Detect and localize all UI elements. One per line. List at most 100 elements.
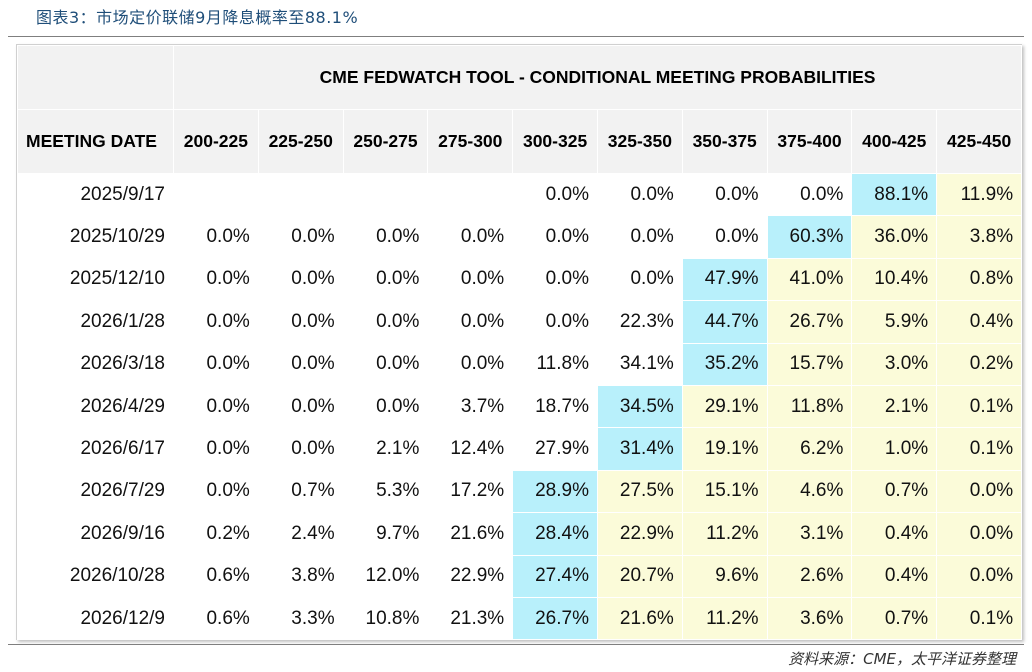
probability-cell: 0.0% <box>427 300 514 344</box>
probability-cell: 88.1% <box>851 172 938 217</box>
probability-cell: 34.5% <box>596 384 683 429</box>
probability-cell: 0.7% <box>851 596 938 641</box>
probability-cell: 0.0% <box>512 300 598 344</box>
probability-cell: 28.4% <box>512 512 598 556</box>
probability-cell: 0.0% <box>681 215 768 259</box>
probability-cell: 0.2% <box>936 342 1023 386</box>
column-header: 325-350 <box>596 109 683 174</box>
probability-cell: 0.0% <box>427 342 514 386</box>
probability-cell: 0.0% <box>173 342 259 386</box>
probability-cell: 3.1% <box>766 512 853 556</box>
probability-cell: 0.0% <box>257 257 344 302</box>
probability-cell: 0.0% <box>596 215 683 259</box>
probability-cell: 47.9% <box>681 257 768 302</box>
probability-cell: 0.7% <box>851 469 938 514</box>
probability-cell: 12.0% <box>342 554 429 598</box>
probability-cell: 10.8% <box>342 596 429 641</box>
probability-cell: 27.5% <box>596 469 683 514</box>
probability-cell: 3.3% <box>257 596 344 641</box>
probability-cell: 0.0% <box>342 215 429 259</box>
probability-cell: 9.6% <box>681 554 768 598</box>
table-row: 2026/6/17 0.0% 0.0% 2.1% 12.4% 27.9% 31.4% 19.1… <box>17 427 1023 471</box>
table-row: 2026/1/28 0.0% 0.0% 0.0% 0.0% 0.0% 22.3% 44.7% 2… <box>17 300 1023 344</box>
probability-cell: 0.0% <box>173 257 259 302</box>
probability-cell: 0.0% <box>936 512 1023 556</box>
probability-cell: 17.2% <box>427 469 514 514</box>
meeting-date-cell: 2025/12/10 <box>17 257 174 302</box>
probability-cell: 11.8% <box>766 384 853 429</box>
column-header: 400-425 <box>851 109 938 174</box>
probability-cell: 0.0% <box>173 384 259 429</box>
table-row: 2026/12/9 0.6% 3.3% 10.8% 21.3% 26.7% 21.6% 11.… <box>17 596 1023 641</box>
table-row: 2026/9/16 0.2% 2.4% 9.7% 21.6% 28.4% 22.9% 11.2… <box>17 512 1023 556</box>
column-header: 225-250 <box>257 109 344 174</box>
probability-cell: 6.2% <box>766 427 853 471</box>
probability-cell: 21.6% <box>427 512 514 556</box>
source-note: 资料来源：CME，太平洋证券整理 <box>788 650 1016 668</box>
probability-cell: 3.6% <box>766 596 853 641</box>
top-divider <box>8 36 1024 37</box>
column-header: 350-375 <box>681 109 768 174</box>
column-header: 200-225 <box>173 109 259 174</box>
figure-caption: 图表3：市场定价联储9月降息概率至88.1% <box>36 8 359 27</box>
fedwatch-table-frame: CME FEDWATCH TOOL - CONDITIONAL MEETING … <box>16 44 1023 641</box>
table-row: 2025/12/10 0.0% 0.0% 0.0% 0.0% 0.0% 0.0% 47.9% 4… <box>17 257 1023 302</box>
probability-cell: 0.8% <box>936 257 1023 302</box>
bottom-divider <box>8 644 1024 645</box>
column-header: 425-450 <box>936 109 1023 174</box>
probability-cell: 3.8% <box>257 554 344 598</box>
meeting-date-header: MEETING DATE <box>17 109 174 174</box>
probability-cell <box>427 172 514 217</box>
column-header: 375-400 <box>766 109 853 174</box>
probability-cell: 0.2% <box>173 512 259 556</box>
probability-cell: 26.7% <box>512 596 598 641</box>
probability-cell: 36.0% <box>851 215 938 259</box>
probability-cell: 0.4% <box>936 300 1023 344</box>
probability-cell: 0.0% <box>342 257 429 302</box>
table-row: 2026/10/28 0.6% 3.8% 12.0% 22.9% 27.4% 20.7% 9.… <box>17 554 1023 598</box>
meeting-date-cell: 2026/3/18 <box>17 342 174 386</box>
probability-cell: 0.0% <box>596 172 683 217</box>
meeting-date-cell: 2026/1/28 <box>17 300 174 344</box>
probability-cell: 0.0% <box>681 172 768 217</box>
table-title: CME FEDWATCH TOOL - CONDITIONAL MEETING … <box>172 45 1023 110</box>
corner-blank-cell <box>17 45 174 110</box>
probability-cell: 0.0% <box>936 469 1023 514</box>
probability-cell: 0.0% <box>596 257 683 302</box>
meeting-date-cell: 2025/9/17 <box>17 172 174 217</box>
meeting-date-cell: 2026/9/16 <box>17 512 174 556</box>
probability-cell: 15.7% <box>766 342 853 386</box>
probability-cell: 0.7% <box>257 469 344 514</box>
probability-cell: 0.4% <box>851 512 938 556</box>
probability-cell: 0.6% <box>173 596 259 641</box>
table-row: 2025/10/29 0.0% 0.0% 0.0% 0.0% 0.0% 0.0% 0.0% 60… <box>17 215 1023 259</box>
probability-cell: 0.0% <box>766 172 853 217</box>
probability-cell: 21.3% <box>427 596 514 641</box>
probability-cell: 0.0% <box>512 257 598 302</box>
probability-cell: 21.6% <box>596 596 683 641</box>
probability-cell: 34.1% <box>596 342 683 386</box>
probability-cell: 2.1% <box>342 427 429 471</box>
probability-cell: 0.0% <box>427 215 514 259</box>
meeting-date-cell: 2026/10/28 <box>17 554 174 598</box>
probability-cell: 15.1% <box>681 469 768 514</box>
probability-cell: 0.6% <box>173 554 259 598</box>
probability-cell: 5.3% <box>342 469 429 514</box>
probability-cell: 22.9% <box>427 554 514 598</box>
probability-cell: 0.0% <box>342 342 429 386</box>
table-row: 2025/9/17 0.0% 0.0% 0.0% 0.0% 88.1% 11.9% <box>17 172 1023 217</box>
probability-cell: 27.4% <box>512 554 598 598</box>
meeting-date-cell: 2026/6/17 <box>17 427 174 471</box>
meeting-date-cell: 2026/4/29 <box>17 384 174 429</box>
probability-cell: 11.2% <box>681 512 768 556</box>
probability-cell: 41.0% <box>766 257 853 302</box>
probability-cell: 31.4% <box>596 427 683 471</box>
column-header: 275-300 <box>427 109 514 174</box>
probability-cell: 0.0% <box>342 300 429 344</box>
probability-cell: 0.0% <box>257 215 344 259</box>
probability-cell: 2.4% <box>257 512 344 556</box>
probability-cell: 0.0% <box>257 300 344 344</box>
probability-cell <box>173 172 259 217</box>
probability-cell: 0.0% <box>512 215 598 259</box>
probability-cell: 11.8% <box>512 342 598 386</box>
